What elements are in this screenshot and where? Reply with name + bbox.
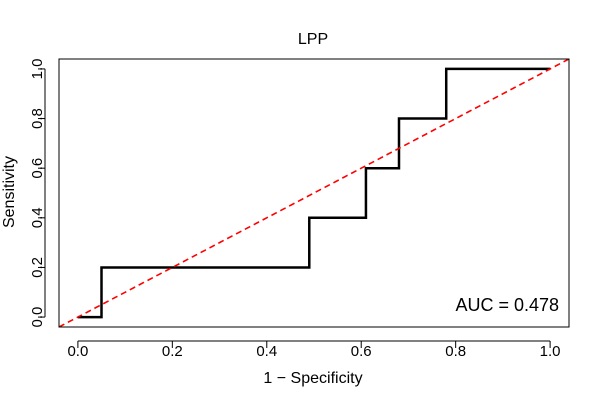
- auc-annotation: AUC = 0.478: [455, 295, 559, 315]
- x-tick-label: 0.2: [162, 343, 183, 360]
- x-tick-label: 0.4: [256, 343, 277, 360]
- y-tick-label: 1.0: [29, 59, 46, 80]
- x-tick-label: 0.6: [351, 343, 372, 360]
- x-tick-label: 0.8: [445, 343, 466, 360]
- x-tick-label: 1.0: [540, 343, 561, 360]
- x-axis-label: 1 − Specificity: [263, 370, 362, 387]
- x-tick-label: 0.0: [67, 343, 88, 360]
- y-axis-label: Sensitivity: [1, 156, 18, 228]
- y-tick-label: 0.6: [29, 158, 46, 179]
- plot-frame: [58, 58, 570, 328]
- y-tick-label: 0.4: [29, 207, 46, 228]
- y-tick-label: 0.0: [29, 307, 46, 328]
- plot-area: [59, 59, 569, 327]
- roc-curve-line: [77, 67, 551, 319]
- reference-diagonal-line: [59, 59, 569, 327]
- y-tick-label: 0.8: [29, 108, 46, 129]
- y-tick-label: 0.2: [29, 257, 46, 278]
- chart-title: LPP: [298, 31, 328, 48]
- axes: 0.0 0.2 0.4 0.6 0.8 1.0 0.0 0.2 0.4 0.6 0.8 1.0: [29, 58, 570, 360]
